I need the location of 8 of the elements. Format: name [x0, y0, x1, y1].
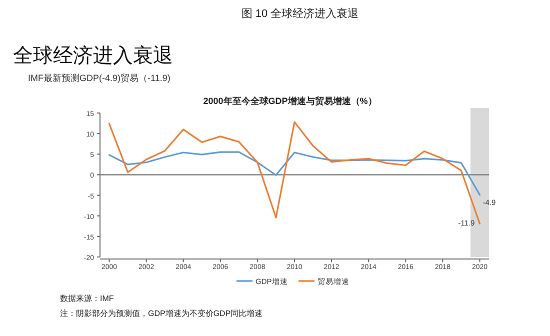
text: 注：阴影部分为预测值，GDP增速为不变价GDP同比增速: [60, 309, 263, 318]
line-series: [108, 121, 481, 224]
caption: 图 10 全球经济进入衰退: [241, 7, 359, 20]
chart-title: 全球经济进入衰退: [13, 45, 173, 67]
line-series: [108, 151, 481, 196]
source-note: 数据来源：IMF: [60, 294, 114, 303]
chart-subtitle: IMF最新预测GDP(-4.9)贸易（-11.9): [28, 73, 170, 83]
text: 2000年至今全球GDP增速与贸易增速（%）: [203, 96, 377, 106]
